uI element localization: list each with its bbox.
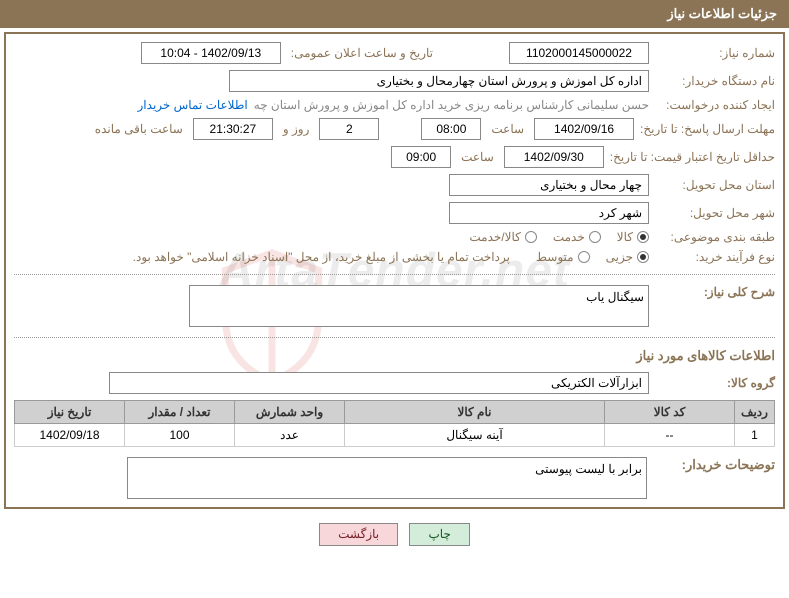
td-name: آینه سیگنال [345, 424, 605, 447]
th-idx: ردیف [735, 401, 775, 424]
radio-group-process: جزیی متوسط [536, 250, 649, 264]
label-days: روز و [279, 122, 314, 136]
goods-table: ردیف کد کالا نام کالا واحد شمارش تعداد /… [14, 400, 775, 447]
row-general-desc: شرح کلی نیاز: سیگنال یاب [14, 285, 775, 327]
print-button[interactable]: چاپ [409, 523, 469, 546]
radio-label-service: خدمت [553, 230, 585, 244]
td-unit: عدد [235, 424, 345, 447]
td-qty: 100 [125, 424, 235, 447]
radio-circle-service [589, 231, 601, 243]
label-requester: ایجاد کننده درخواست: [655, 98, 775, 112]
field-announce: 1402/09/13 - 10:04 [141, 42, 281, 64]
row-city: شهر محل تحویل: شهر کرد [14, 202, 775, 224]
field-buyer-notes: برابر با لیست پیوستی [127, 457, 647, 499]
radio-group-category: کالا خدمت کالا/خدمت [469, 230, 649, 244]
field-province: چهار محال و بختیاری [449, 174, 649, 196]
form-section: شماره نیاز: 1102000145000022 تاریخ و ساع… [14, 42, 775, 499]
radio-label-medium: متوسط [536, 250, 574, 264]
label-validity: حداقل تاریخ اعتبار قیمت: تا تاریخ: [610, 150, 775, 164]
radio-goods-service[interactable]: کالا/خدمت [469, 230, 536, 244]
bottom-buttons: چاپ بازگشت [0, 513, 789, 556]
radio-circle-goods [637, 231, 649, 243]
row-category: طبقه بندی موضوعی: کالا خدمت کالا/خدمت [14, 230, 775, 244]
label-process: نوع فرآیند خرید: [655, 250, 775, 264]
label-province: استان محل تحویل: [655, 178, 775, 192]
field-remaining-time: 21:30:27 [193, 118, 273, 140]
label-general-desc: شرح کلی نیاز: [655, 285, 775, 299]
radio-circle-minor [637, 251, 649, 263]
field-remaining-days: 2 [319, 118, 379, 140]
field-goods-group: ابزارآلات الکتریکی [109, 372, 649, 394]
field-buyer-org: اداره کل اموزش و پرورش استان چهارمحال و … [229, 70, 649, 92]
label-remaining: ساعت باقی مانده [91, 122, 187, 136]
field-general-desc: سیگنال یاب [189, 285, 649, 327]
process-note: پرداخت تمام یا بخشی از مبلغ خرید، از محل… [133, 250, 510, 264]
divider-1 [14, 274, 775, 275]
field-validity-date: 1402/09/30 [504, 146, 604, 168]
table-row: 1 -- آینه سیگنال عدد 100 1402/09/18 [15, 424, 775, 447]
field-validity-time: 09:00 [391, 146, 451, 168]
back-button[interactable]: بازگشت [319, 523, 398, 546]
goods-section-title: اطلاعات کالاهای مورد نیاز [14, 348, 775, 364]
header-bar: جزئیات اطلاعات نیاز [0, 0, 789, 28]
radio-medium[interactable]: متوسط [536, 250, 590, 264]
radio-circle-medium [578, 251, 590, 263]
field-need-number: 1102000145000022 [509, 42, 649, 64]
divider-2 [14, 337, 775, 338]
label-announce: تاریخ و ساعت اعلان عمومی: [287, 46, 437, 60]
content-area: ArtaTender.net شماره نیاز: 1102000145000… [4, 32, 785, 509]
field-city: شهر کرد [449, 202, 649, 224]
radio-label-goods: کالا [617, 230, 633, 244]
field-requester: حسن سلیمانی کارشناس برنامه ریزی خرید ادا… [254, 98, 649, 112]
radio-goods[interactable]: کالا [617, 230, 649, 244]
field-response-date: 1402/09/16 [534, 118, 634, 140]
th-unit: واحد شمارش [235, 401, 345, 424]
row-need-number: شماره نیاز: 1102000145000022 تاریخ و ساع… [14, 42, 775, 64]
row-buyer-org: نام دستگاه خریدار: اداره کل اموزش و پرور… [14, 70, 775, 92]
label-buyer-notes: توضیحات خریدار: [655, 457, 775, 473]
header-title: جزئیات اطلاعات نیاز [667, 6, 777, 21]
label-goods-group: گروه کالا: [655, 376, 775, 390]
td-date: 1402/09/18 [15, 424, 125, 447]
radio-circle-goods-service [525, 231, 537, 243]
label-time-2: ساعت [457, 150, 498, 164]
table-header-row: ردیف کد کالا نام کالا واحد شمارش تعداد /… [15, 401, 775, 424]
th-date: تاریخ نیاز [15, 401, 125, 424]
label-time-1: ساعت [487, 122, 528, 136]
row-goods-group: گروه کالا: ابزارآلات الکتریکی [14, 372, 775, 394]
label-buyer-org: نام دستگاه خریدار: [655, 74, 775, 88]
td-code: -- [605, 424, 735, 447]
row-process: نوع فرآیند خرید: جزیی متوسط پرداخت تمام … [14, 250, 775, 264]
th-qty: تعداد / مقدار [125, 401, 235, 424]
radio-label-minor: جزیی [606, 250, 633, 264]
label-response-deadline: مهلت ارسال پاسخ: تا تاریخ: [640, 122, 775, 136]
td-idx: 1 [735, 424, 775, 447]
row-response-deadline: مهلت ارسال پاسخ: تا تاریخ: 1402/09/16 سا… [14, 118, 775, 140]
radio-minor[interactable]: جزیی [606, 250, 649, 264]
radio-service[interactable]: خدمت [553, 230, 601, 244]
row-validity: حداقل تاریخ اعتبار قیمت: تا تاریخ: 1402/… [14, 146, 775, 168]
th-code: کد کالا [605, 401, 735, 424]
label-category: طبقه بندی موضوعی: [655, 230, 775, 244]
th-name: نام کالا [345, 401, 605, 424]
link-buyer-contact[interactable]: اطلاعات تماس خریدار [138, 98, 248, 112]
field-response-time: 08:00 [421, 118, 481, 140]
label-need-number: شماره نیاز: [655, 46, 775, 60]
radio-label-goods-service: کالا/خدمت [469, 230, 520, 244]
row-buyer-notes: توضیحات خریدار: برابر با لیست پیوستی [14, 457, 775, 499]
page-container: جزئیات اطلاعات نیاز ArtaTender.net شماره… [0, 0, 789, 556]
row-province: استان محل تحویل: چهار محال و بختیاری [14, 174, 775, 196]
row-requester: ایجاد کننده درخواست: حسن سلیمانی کارشناس… [14, 98, 775, 112]
label-city: شهر محل تحویل: [655, 206, 775, 220]
